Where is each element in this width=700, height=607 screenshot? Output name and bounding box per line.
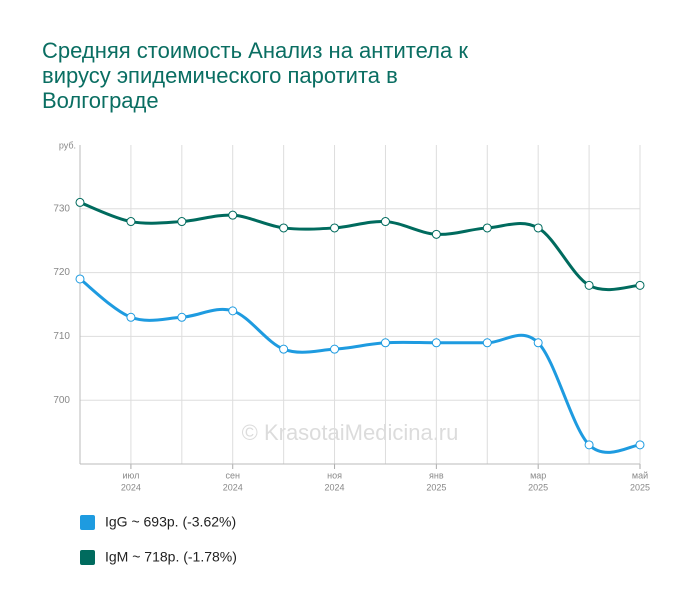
- data-point: [126, 217, 136, 227]
- data-point: [126, 312, 136, 322]
- data-point: [584, 440, 594, 450]
- data-point: [635, 280, 645, 290]
- chart-title: Волгограде: [42, 88, 159, 113]
- watermark: © KrasotaiMedicina.ru: [242, 420, 459, 445]
- data-point: [75, 274, 85, 284]
- x-tick-label: июл: [122, 470, 139, 480]
- x-tick-label: 2025: [528, 482, 548, 492]
- data-point: [635, 440, 645, 450]
- x-tick-label: 2024: [223, 482, 243, 492]
- legend-label: IgG ~ 693р. (-3.62%): [105, 514, 236, 530]
- data-point: [431, 229, 441, 239]
- data-point: [533, 223, 543, 233]
- x-tick-label: 2025: [426, 482, 446, 492]
- data-point: [177, 312, 187, 322]
- chart-title: Средняя стоимость Анализ на антитела к: [42, 38, 468, 63]
- data-point: [177, 217, 187, 227]
- data-point: [228, 306, 238, 316]
- data-point: [431, 338, 441, 348]
- y-tick-label: 710: [53, 331, 70, 342]
- data-point: [75, 197, 85, 207]
- legend-swatch: [80, 515, 95, 530]
- x-tick-label: 2025: [630, 482, 650, 492]
- x-tick-label: 2024: [325, 482, 345, 492]
- series-line: [79, 201, 641, 292]
- data-point: [482, 338, 492, 348]
- y-tick-label: 700: [53, 395, 70, 406]
- data-point: [279, 344, 289, 354]
- data-point: [330, 223, 340, 233]
- x-tick-label: май: [632, 470, 648, 480]
- data-point: [330, 344, 340, 354]
- data-point: [533, 338, 543, 348]
- data-point: [584, 280, 594, 290]
- x-tick-label: 2024: [121, 482, 141, 492]
- x-tick-label: ноя: [327, 470, 342, 480]
- y-tick-label: 720: [53, 267, 70, 278]
- y-axis-label: руб.: [59, 140, 76, 150]
- data-point: [380, 217, 390, 227]
- x-tick-label: сен: [225, 470, 240, 480]
- chart-title: вирусу эпидемического паротита в: [42, 63, 398, 88]
- y-tick-label: 730: [53, 203, 70, 214]
- legend-swatch: [80, 550, 95, 565]
- data-point: [279, 223, 289, 233]
- data-point: [482, 223, 492, 233]
- x-tick-label: янв: [429, 470, 444, 480]
- data-point: [228, 210, 238, 220]
- legend-label: IgM ~ 718р. (-1.78%): [105, 549, 237, 565]
- x-tick-label: мар: [530, 470, 546, 480]
- data-point: [380, 338, 390, 348]
